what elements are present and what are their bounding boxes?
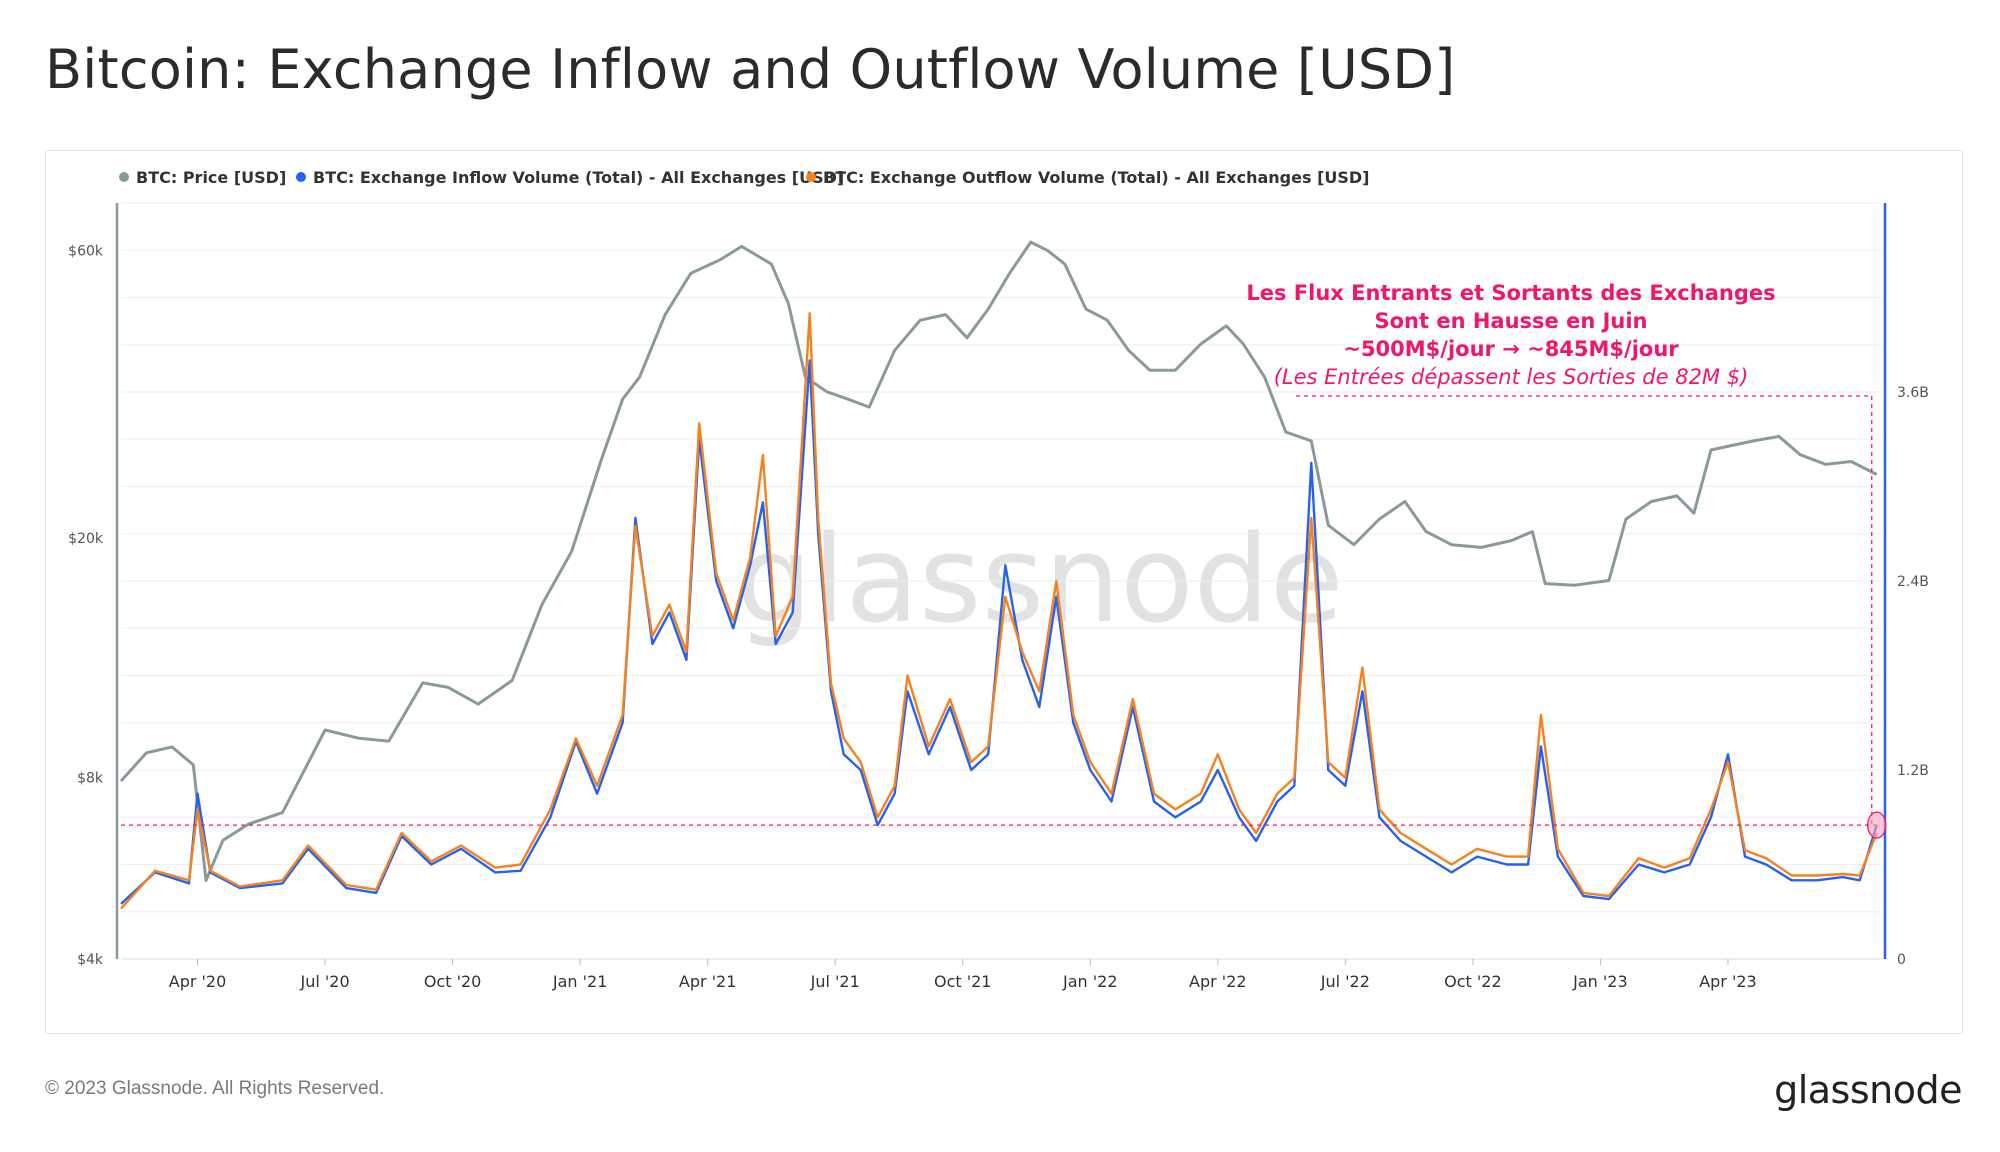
annotation-line-2: Sont en Hausse en Juin [1374,309,1647,333]
x-tick-label: Oct '21 [934,972,992,991]
x-tick-label: Jan '21 [552,972,608,991]
y-axis-left: $4k $8k $20k $60k [68,203,119,968]
legend-item-price[interactable]: BTC: Price [USD] [119,168,286,187]
annotation-line-1: Les Flux Entrants et Sortants des Exchan… [1246,281,1775,305]
x-tick-label: Apr '23 [1699,972,1757,991]
y-tick-label-left: $4k [77,952,104,968]
x-tick-label: Jul '22 [1320,972,1370,991]
x-tick-label: Jul '20 [299,972,349,991]
series-line-price [119,240,1878,882]
x-tick-label: Apr '21 [679,972,737,991]
chart-panel: BTC: Price [USD] BTC: Exchange Inflow Vo… [45,150,1963,1034]
x-tick-label: Jan '22 [1062,972,1118,991]
y-tick-label-left: $60k [68,244,104,260]
y-axis-right: 0 1.2B 2.4B 3.6B [1883,203,1929,968]
x-tick-label: Oct '22 [1444,972,1502,991]
x-tick-label: Apr '22 [1189,972,1247,991]
series-line-outflow [120,312,1878,910]
annotation-line-4: (Les Entrées dépassent les Sorties de 82… [1274,365,1749,389]
x-tick-label: Oct '20 [424,972,482,991]
y-tick-label-right: 3.6B [1897,385,1929,401]
chart-svg: BTC: Price [USD] BTC: Exchange Inflow Vo… [68,168,1929,991]
y-tick-label-left: $20k [68,531,104,547]
legend-label-inflow: BTC: Exchange Inflow Volume (Total) - Al… [313,168,844,187]
y-tick-label-right: 1.2B [1897,763,1929,779]
annotation: Les Flux Entrants et Sortants des Exchan… [1246,281,1775,389]
y-tick-label-left: $8k [77,771,104,787]
legend-dot-price [119,172,129,182]
y-tick-label-right: 0 [1897,952,1906,968]
annotation-line-3: ~500M$/jour → ~845M$/jour [1343,337,1679,361]
x-tick-label: Apr '20 [169,972,227,991]
glassnode-logo[interactable]: glassnode [1774,1068,1962,1112]
legend-item-outflow[interactable]: BTC: Exchange Outflow Volume (Total) - A… [806,168,1370,187]
legend-dot-inflow [296,172,306,182]
copyright-text: © 2023 Glassnode. All Rights Reserved. [45,1078,385,1099]
legend-dot-outflow [806,172,816,182]
legend-item-inflow[interactable]: BTC: Exchange Inflow Volume (Total) - Al… [296,168,844,187]
x-tick-label: Jan '23 [1572,972,1628,991]
legend-label-price: BTC: Price [USD] [136,168,286,187]
legend-label-outflow: BTC: Exchange Outflow Volume (Total) - A… [823,168,1370,187]
legend: BTC: Price [USD] BTC: Exchange Inflow Vo… [119,168,1370,187]
page-title: Bitcoin: Exchange Inflow and Outflow Vol… [45,38,1456,101]
series-line-inflow [120,359,1878,905]
x-axis: Apr '20 Jul '20 Oct '20 Jan '21 Apr '21 Jul '… [121,958,1881,991]
highlight-marker [1867,811,1887,839]
gridlines [121,202,1881,960]
annotation-lines [121,395,1887,839]
x-tick-label: Jul '21 [810,972,860,991]
y-tick-label-right: 2.4B [1897,574,1929,590]
